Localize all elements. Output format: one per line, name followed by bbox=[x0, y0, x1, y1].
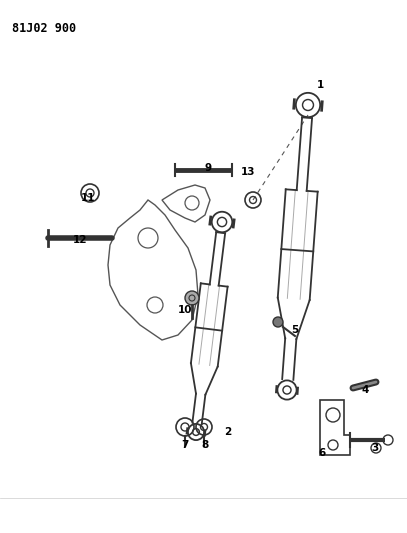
Text: 9: 9 bbox=[204, 163, 212, 173]
Text: 4: 4 bbox=[361, 385, 369, 395]
Text: 11: 11 bbox=[81, 193, 95, 203]
Text: 10: 10 bbox=[178, 305, 192, 315]
Text: 8: 8 bbox=[201, 440, 209, 450]
Text: 1: 1 bbox=[316, 80, 324, 90]
Text: 13: 13 bbox=[241, 167, 255, 177]
Text: 7: 7 bbox=[181, 440, 189, 450]
Circle shape bbox=[185, 291, 199, 305]
Text: 5: 5 bbox=[291, 325, 299, 335]
Text: 12: 12 bbox=[73, 235, 87, 245]
Text: 3: 3 bbox=[371, 443, 379, 453]
Text: 81J02 900: 81J02 900 bbox=[12, 22, 76, 35]
Text: 6: 6 bbox=[318, 448, 326, 458]
Circle shape bbox=[273, 317, 283, 327]
Text: 2: 2 bbox=[224, 427, 232, 437]
